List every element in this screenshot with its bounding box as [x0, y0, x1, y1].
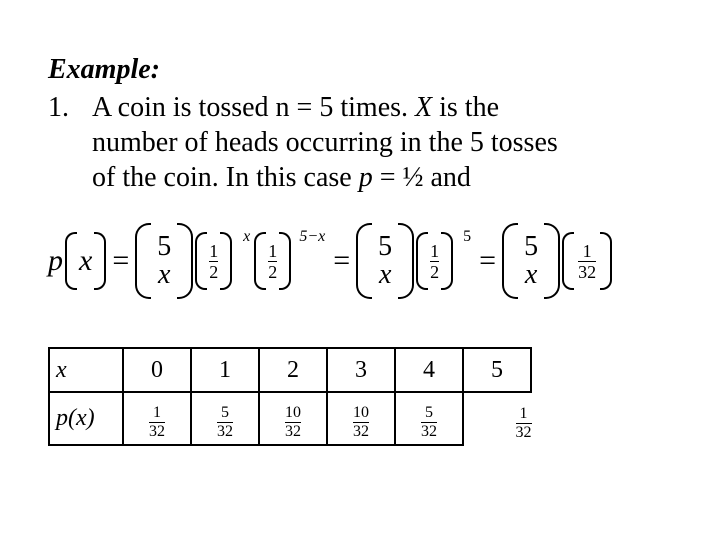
frac-n: 1: [268, 242, 277, 261]
rparen-icon: [441, 232, 453, 290]
x-cell: 4: [395, 348, 463, 392]
exp-5mx: 5−x: [299, 228, 325, 246]
table-row: p(x) 132 532 1032 1032 532 132: [49, 392, 531, 445]
frac-d: 32: [516, 423, 532, 441]
problem-line3b: = ½ and: [373, 162, 471, 193]
lparen-icon: [254, 232, 266, 290]
x-cell: 2: [259, 348, 327, 392]
row-header-px: p(x): [49, 392, 123, 445]
lparen-icon: [416, 232, 428, 290]
f-x: x: [79, 244, 92, 278]
lparen-icon: [135, 223, 151, 299]
frac-n: 5: [425, 405, 433, 422]
half-pow-5mx: 12 5−x: [254, 232, 291, 290]
px-cell: 1032: [327, 392, 395, 445]
frac-n: 1: [153, 405, 161, 422]
problem-line1a: A coin is tossed n = 5 times.: [92, 92, 415, 123]
rparen-icon: [220, 232, 232, 290]
formula: p x = 5 x 12 x 12 5−x = 5 x: [48, 223, 672, 299]
rparen-icon: [279, 232, 291, 290]
rparen-icon: [94, 232, 106, 290]
table-row: x 0 1 2 3 4 5: [49, 348, 531, 392]
probability-table: x 0 1 2 3 4 5 p(x) 132 532 1032 1032 532…: [48, 347, 532, 446]
problem-text: 1. A coin is tossed n = 5 times. X is th…: [48, 90, 672, 195]
exp-x: x: [243, 228, 250, 246]
x-cell: 0: [123, 348, 191, 392]
px-cell: 532: [395, 392, 463, 445]
half-pow-5: 12 5: [416, 232, 453, 290]
frac-d: 2: [430, 261, 439, 281]
lparen-icon: [502, 223, 518, 299]
frac-d: 32: [149, 422, 165, 440]
frac-n: 1: [583, 242, 592, 261]
x-cell: 1: [191, 348, 259, 392]
x-cell: 3: [327, 348, 395, 392]
rparen-icon: [544, 223, 560, 299]
binom-2: 5 x: [374, 225, 396, 297]
eq-1: =: [108, 244, 133, 278]
exp-5: 5: [463, 228, 471, 246]
px-cell-misaligned: 132: [463, 392, 531, 445]
lparen-icon: [562, 232, 574, 290]
frac-d: 32: [578, 261, 596, 281]
binom-bot: x: [379, 261, 391, 289]
binom-top: 5: [378, 233, 392, 261]
binom-1: 5 x: [153, 225, 175, 297]
binom-bot: x: [525, 261, 537, 289]
frac-n: 10: [353, 405, 369, 422]
px-cell: 132: [123, 392, 191, 445]
row-header-x: x: [49, 348, 123, 392]
lparen-icon: [356, 223, 372, 299]
f-p: p: [48, 244, 63, 278]
problem-line3a: of the coin. In this case: [92, 162, 359, 193]
half-pow-x: 12 x: [195, 232, 232, 290]
frac-n: 1: [209, 242, 218, 261]
binom-top: 5: [157, 233, 171, 261]
x-cell: 5: [463, 348, 531, 392]
example-heading: Example:: [48, 54, 672, 86]
px-cell: 532: [191, 392, 259, 445]
rparen-icon: [177, 223, 193, 299]
frac-n: 5: [221, 405, 229, 422]
rparen-icon: [600, 232, 612, 290]
lparen-icon: [195, 232, 207, 290]
lparen-icon: [65, 232, 77, 290]
rparen-icon: [398, 223, 414, 299]
frac-n: 10: [285, 405, 301, 422]
frac-d: 2: [209, 261, 218, 281]
eq-3: =: [475, 244, 500, 278]
frac-d: 32: [353, 422, 369, 440]
frac-d: 2: [268, 261, 277, 281]
variable-p: p: [359, 162, 373, 193]
binom-3: 5 x: [520, 225, 542, 297]
frac-n: 1: [430, 242, 439, 261]
binom-top: 5: [524, 233, 538, 261]
problem-number: 1.: [48, 90, 92, 195]
frac-1-32: 132: [576, 242, 598, 281]
frac-d: 32: [217, 422, 233, 440]
frac-d: 32: [421, 422, 437, 440]
problem-line2: number of heads occurring in the 5 tosse…: [92, 127, 558, 158]
px-cell: 1032: [259, 392, 327, 445]
frac-d: 32: [285, 422, 301, 440]
frac-n: 1: [520, 406, 528, 423]
binom-bot: x: [158, 261, 170, 289]
eq-2: =: [329, 244, 354, 278]
variable-X: X: [415, 92, 432, 123]
problem-line1b: is the: [432, 92, 499, 123]
